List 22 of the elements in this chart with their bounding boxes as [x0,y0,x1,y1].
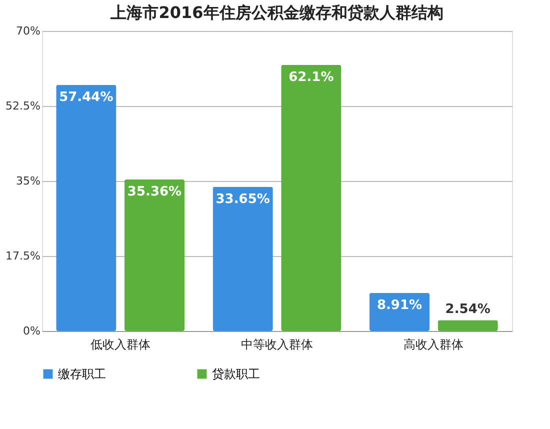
data-label: 35.36% [127,184,182,200]
legend-label: 贷款职工 [212,367,260,381]
data-label: 33.65% [216,192,270,207]
y-tick-label: 0% [23,324,40,338]
bar [56,84,116,331]
y-tick-label: 35% [16,174,40,188]
y-tick-label: 52.5% [6,100,40,112]
x-tick-label: 高收入群体 [404,338,464,352]
x-tick-label: 中等收入群体 [241,338,313,352]
bar [438,320,498,331]
data-label: 57.44% [59,90,114,105]
bar [281,64,342,331]
y-tick-label: 70% [16,24,40,38]
x-tick-label: 低收入群体 [90,338,150,352]
data-label: 2.54% [445,302,490,318]
bar [212,186,273,331]
data-label: 62.1% [288,70,334,85]
chart-title: 上海市2016年住房公积金缴存和贷款人群结构 [110,3,444,22]
bar [124,179,185,331]
legend-label: 缴存职工 [58,367,106,381]
data-label: 8.91% [376,298,422,313]
y-tick-label: 17.5% [6,250,40,262]
